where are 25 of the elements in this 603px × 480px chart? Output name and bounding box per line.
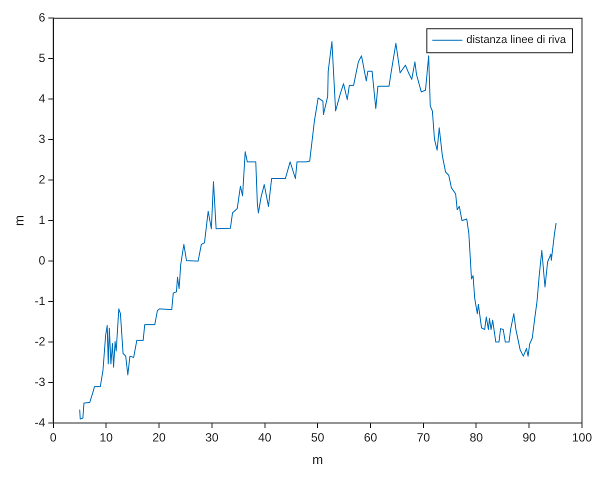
y-tick-label: -1	[34, 294, 46, 308]
y-tick-label: -2	[34, 334, 46, 348]
y-axis-title: m	[11, 215, 26, 226]
x-tick-label: 60	[364, 430, 378, 445]
y-tick-label: 5	[38, 50, 46, 65]
y-tick-label: 6	[38, 10, 46, 25]
x-tick-label: 40	[258, 430, 272, 445]
y-tick-label: -3	[34, 374, 46, 389]
y-tick-label: -4	[34, 415, 46, 430]
x-tick-label: 0	[50, 430, 57, 445]
x-tick-label: 50	[310, 430, 325, 445]
legend-label: distanza linee di riva	[466, 34, 567, 46]
y-tick-label: 4	[38, 91, 46, 106]
y-tick-label: 1	[38, 212, 46, 227]
x-tick-label: 30	[205, 430, 219, 445]
x-tick-label: 70	[416, 430, 430, 445]
y-tick-label: 3	[38, 132, 46, 146]
x-tick-label: 90	[522, 430, 536, 445]
x-tick-label: 80	[470, 430, 484, 445]
x-tick-label: 20	[152, 430, 166, 445]
x-tick-label: 100	[572, 430, 592, 445]
y-tick-label: 0	[38, 253, 46, 268]
y-tick-label: 2	[38, 172, 46, 186]
x-axis-title: m	[312, 452, 324, 467]
x-tick-label: 10	[99, 430, 114, 445]
